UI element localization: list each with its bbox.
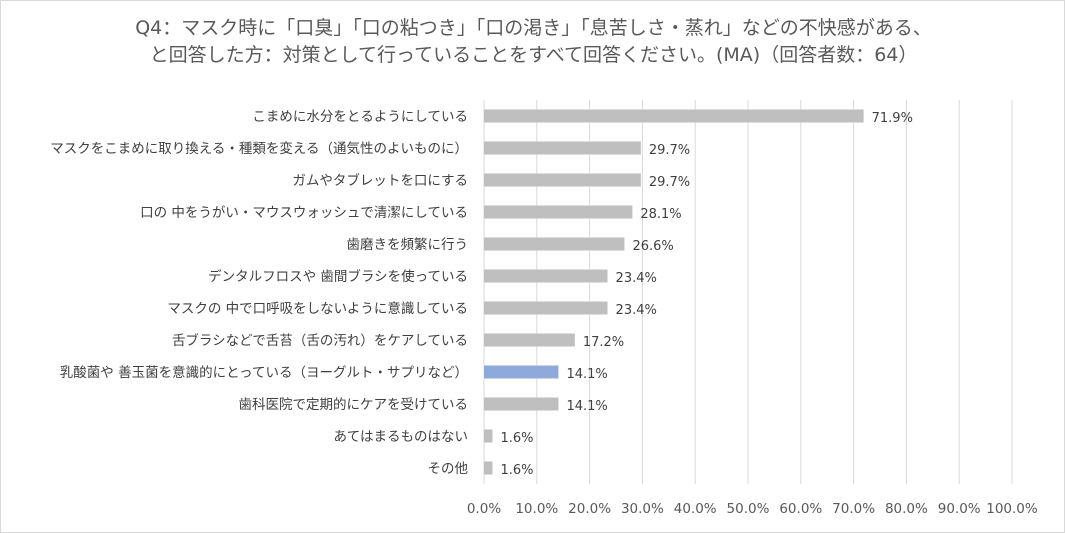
x-tick-label: 30.0% — [621, 501, 664, 517]
data-label: 23.4% — [616, 303, 657, 318]
data-label: 71.9% — [872, 111, 913, 126]
x-tick-label: 20.0% — [568, 501, 611, 517]
bar — [484, 429, 493, 443]
category-label: あてはまるものはない — [334, 429, 468, 445]
bar — [484, 173, 641, 187]
category-label: こまめに水分をとるようにしている — [252, 109, 468, 125]
bar — [484, 461, 493, 475]
data-label: 14.1% — [566, 399, 607, 414]
x-tick-label: 90.0% — [938, 501, 981, 517]
category-label: ガムやタブレットを口にする — [292, 172, 468, 189]
chart-title-line-2: と回答した方：対策として行っていることをすべて回答ください。(MA)（回答者数：… — [149, 44, 918, 66]
bar — [484, 269, 608, 283]
category-label: 乳酸菌や 善玉菌を意識的にとっている（ヨーグルト・サプリなど） — [60, 364, 468, 381]
bar — [484, 205, 633, 219]
category-label: デンタルフロスや 歯間ブラシを使っている — [208, 268, 468, 285]
x-tick-label: 70.0% — [832, 501, 875, 517]
chart-title-line-1: Q4：マスク時に「口臭」「口の粘つき」「口の渇き」「息苦しさ・蒸れ」などの不快感… — [135, 17, 932, 39]
category-label: 歯科医院で定期的にケアを受けている — [239, 397, 469, 413]
x-tick-label: 0.0% — [467, 501, 501, 517]
category-label: 舌ブラシなどで舌苔（舌の汚れ）をケアしている — [172, 332, 468, 349]
bar — [484, 301, 608, 315]
data-label: 23.4% — [616, 271, 657, 286]
x-tick-label: 60.0% — [779, 501, 822, 517]
x-tick-label: 100.0% — [986, 501, 1038, 517]
bar — [484, 333, 575, 347]
chart-title: Q4：マスク時に「口臭」「口の粘つき」「口の渇き」「息苦しさ・蒸れ」などの不快感… — [1, 15, 1065, 69]
category-label: マスクの 中で口呼吸をしないように意識している — [167, 300, 468, 317]
data-label: 17.2% — [583, 335, 624, 350]
x-tick-label: 40.0% — [674, 501, 717, 517]
category-label: その他 — [428, 461, 469, 477]
category-label: 歯磨きを頻繁に行う — [347, 237, 469, 253]
bar — [484, 397, 559, 411]
data-label: 14.1% — [566, 367, 607, 382]
bar — [484, 109, 864, 123]
data-label: 29.7% — [649, 143, 690, 158]
bar — [484, 365, 559, 379]
data-label: 1.6% — [500, 431, 533, 446]
x-tick-label: 80.0% — [885, 501, 928, 517]
bar — [484, 141, 641, 155]
bar — [484, 237, 625, 251]
data-label: 29.7% — [649, 175, 690, 190]
x-tick-label: 50.0% — [727, 501, 770, 517]
data-label: 28.1% — [640, 207, 681, 222]
data-label: 26.6% — [632, 239, 673, 254]
data-label: 1.6% — [500, 463, 533, 478]
category-label: マスクをこまめに取り換える・種類を変える（通気性のよいものに） — [50, 140, 468, 157]
x-tick-label: 10.0% — [515, 501, 558, 517]
category-label: 口の 中をうがい・マウスウォッシュで清潔にしている — [140, 205, 468, 221]
